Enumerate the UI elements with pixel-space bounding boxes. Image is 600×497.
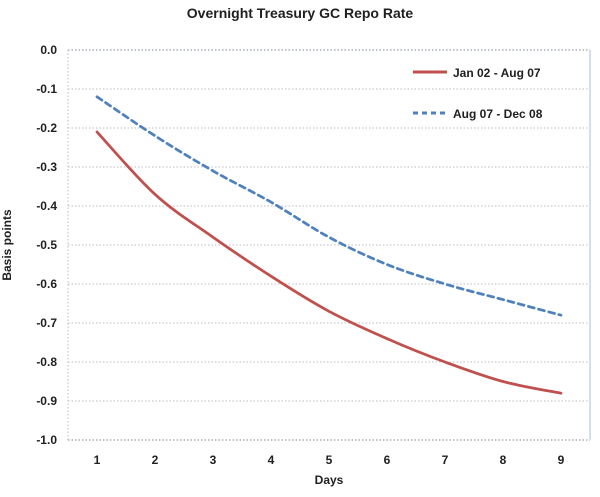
x-tick-label: 8 (500, 453, 507, 467)
y-axis-tick-labels: 0.0 -0.1 -0.2 -0.3 -0.4 -0.5 -0.6 -0.7 -0.8 -0.9 -… (36, 43, 57, 447)
y-axis-title: Basis points (0, 209, 14, 281)
legend-label-0: Jan 02 - Aug 07 (453, 66, 541, 80)
x-axis-title: Days (315, 473, 344, 487)
y-tick-label: -0.1 (36, 82, 57, 96)
x-axis-tick-labels: 1 2 3 4 5 6 7 8 9 (94, 453, 565, 467)
axes (67, 50, 591, 440)
chart-title: Overnight Treasury GC Repo Rate (187, 5, 414, 21)
series-line-0 (95, 130, 563, 395)
x-tick-label: 3 (210, 453, 217, 467)
data-series (95, 95, 563, 395)
y-tick-label: -0.5 (36, 238, 57, 252)
y-tick-label: -0.9 (36, 394, 57, 408)
x-tick-label: 7 (442, 453, 449, 467)
y-tick-label: -0.4 (36, 199, 57, 213)
gridlines (68, 49, 590, 441)
y-tick-label: -1.0 (36, 433, 57, 447)
y-tick-label: -0.7 (36, 316, 57, 330)
y-tick-label: 0.0 (40, 43, 57, 57)
legend: Jan 02 - Aug 07 Aug 07 - Dec 08 (413, 66, 543, 121)
x-tick-label: 4 (268, 453, 275, 467)
x-tick-label: 2 (152, 453, 159, 467)
y-tick-label: -0.6 (36, 277, 57, 291)
y-tick-label: -0.3 (36, 160, 57, 174)
y-tick-label: -0.8 (36, 355, 57, 369)
series-line-1 (95, 95, 563, 317)
x-tick-label: 9 (558, 453, 565, 467)
x-tick-label: 1 (94, 453, 101, 467)
x-tick-label: 5 (326, 453, 333, 467)
x-tick-label: 6 (384, 453, 391, 467)
y-tick-label: -0.2 (36, 121, 57, 135)
legend-label-1: Aug 07 - Dec 08 (453, 107, 543, 121)
